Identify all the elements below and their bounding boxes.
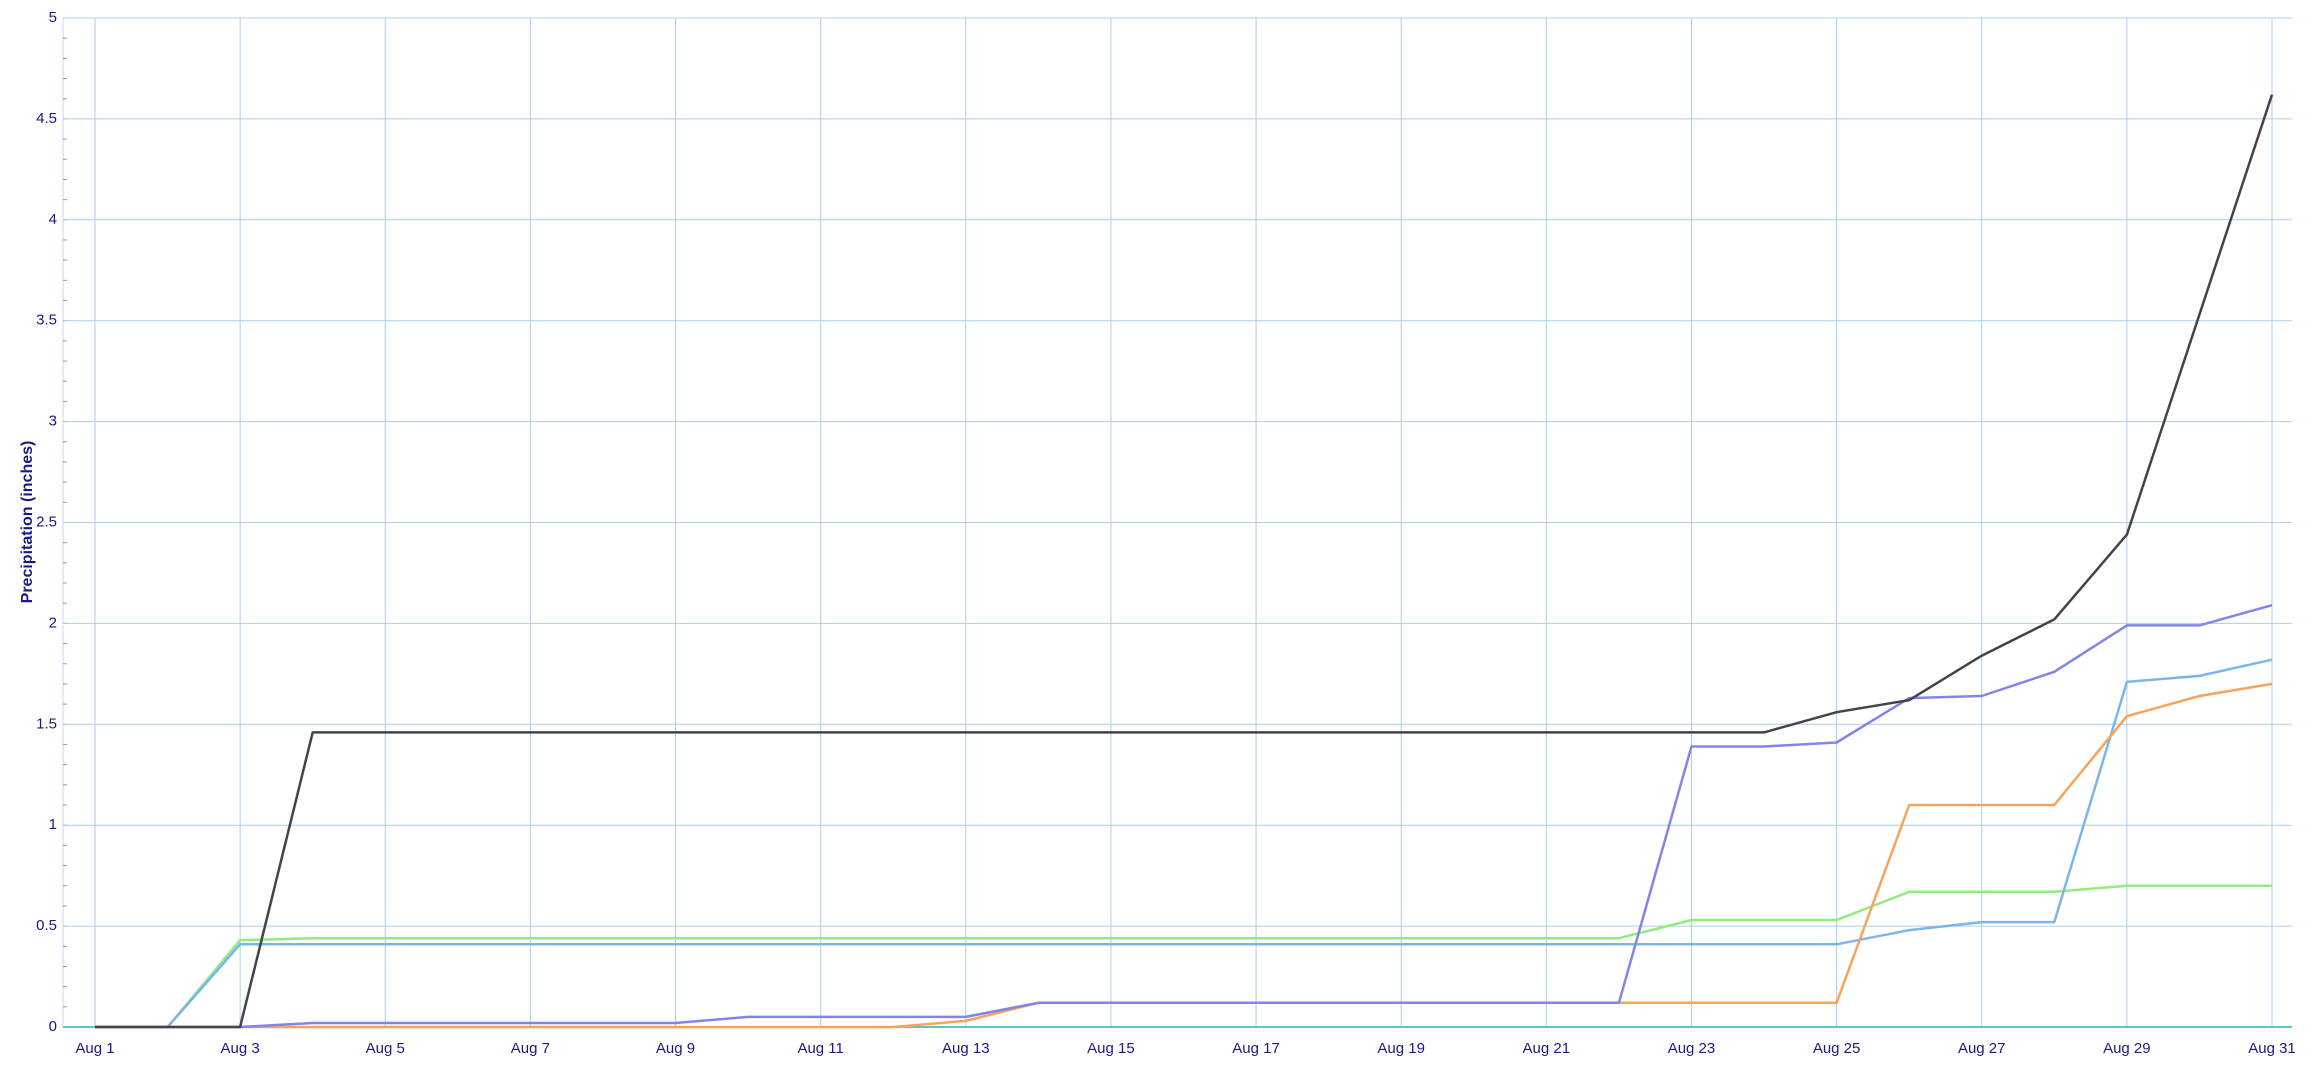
y-tick-label: 2.5 bbox=[36, 513, 57, 530]
y-tick-label: 5 bbox=[49, 9, 57, 26]
y-axis-label: Precipitation (inches) bbox=[19, 441, 36, 604]
series-line bbox=[95, 603, 2273, 1029]
x-tick-label: Aug 17 bbox=[1232, 1040, 1280, 1057]
y-tick-label: 1.5 bbox=[36, 715, 57, 732]
x-tick-label: Aug 23 bbox=[1668, 1040, 1716, 1057]
x-tick-label: Aug 3 bbox=[221, 1040, 260, 1057]
y-tick-label: 0 bbox=[49, 1018, 57, 1035]
y-tick-label: 3.5 bbox=[36, 312, 57, 329]
x-tick-label: Aug 29 bbox=[2103, 1040, 2151, 1057]
x-tick-label: Aug 9 bbox=[656, 1040, 695, 1057]
x-tick-label: Aug 21 bbox=[1523, 1040, 1571, 1057]
x-tick-label: Aug 19 bbox=[1377, 1040, 1425, 1057]
y-tick-label: 4 bbox=[49, 211, 57, 228]
x-tick-label: Aug 15 bbox=[1087, 1040, 1135, 1057]
y-tick-label: 1 bbox=[49, 816, 57, 833]
x-tick-label: Aug 27 bbox=[1958, 1040, 2006, 1057]
series-line bbox=[95, 682, 2273, 1029]
x-tick-label: Aug 31 bbox=[2248, 1040, 2296, 1057]
y-tick-label: 3 bbox=[49, 413, 57, 430]
x-tick-label: Aug 13 bbox=[942, 1040, 990, 1057]
x-tick-label: Aug 5 bbox=[366, 1040, 405, 1057]
x-tick-label: Aug 11 bbox=[797, 1040, 843, 1057]
y-tick-label: 2 bbox=[49, 614, 57, 631]
y-tick-label: 0.5 bbox=[36, 917, 57, 934]
series-line bbox=[95, 884, 2272, 1029]
x-tick-label: Aug 7 bbox=[511, 1040, 550, 1057]
x-tick-label: Aug 25 bbox=[1813, 1040, 1861, 1057]
x-tick-label: Aug 1 bbox=[75, 1040, 114, 1057]
series-line bbox=[95, 658, 2273, 1029]
y-tick-label: 4.5 bbox=[36, 110, 57, 127]
series-line bbox=[95, 94, 2274, 1029]
